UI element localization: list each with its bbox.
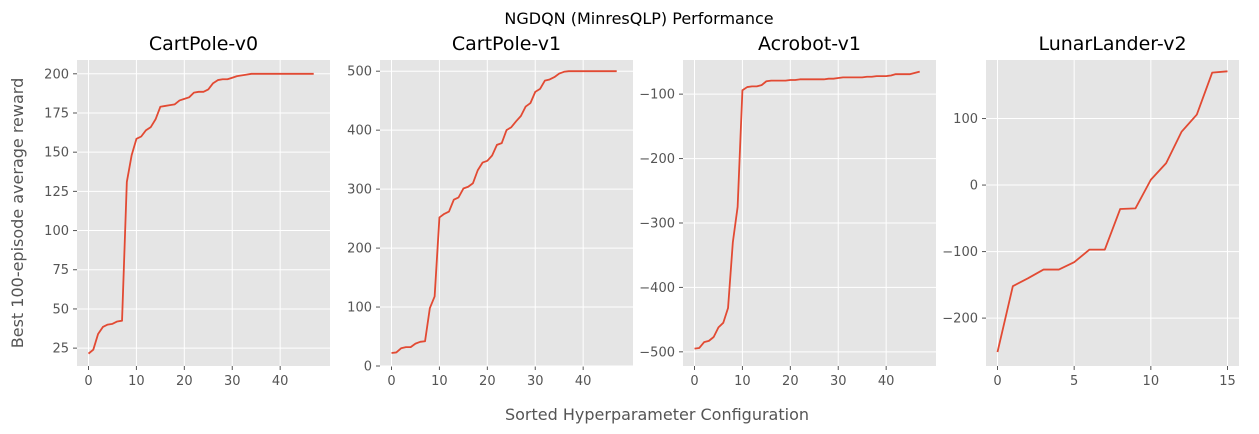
series-line: [87, 72, 314, 355]
subplot-title: LunarLander-v2: [1038, 33, 1186, 55]
y-tick-label: 25: [52, 342, 69, 357]
x-tick-label: 40: [272, 374, 289, 389]
x-tick-label: 5: [1070, 374, 1078, 389]
plot-area: [986, 60, 1239, 366]
y-tick-label: 0: [970, 179, 978, 194]
x-tick-label: 30: [830, 374, 847, 389]
figure-suptitle: NGDQN (MinresQLP) Performance: [504, 9, 773, 28]
y-tick-label: 100: [953, 112, 978, 127]
y-tick-label: 100: [347, 301, 372, 316]
y-tick-label: −200: [639, 152, 675, 167]
y-tick-label: 200: [347, 242, 372, 257]
series-line: [996, 70, 1228, 353]
subplot-title: Acrobot-v1: [758, 33, 861, 55]
x-tick-label: 15: [1219, 374, 1236, 389]
subplot-2: 0 10 20 30 40 −100 −200 −300 −400 −500 Acrobot-v1: [639, 33, 936, 389]
plot-area: [380, 60, 633, 366]
x-tick-label: 0: [993, 374, 1001, 389]
y-tick-label: 200: [44, 67, 69, 82]
y-tick-label: 75: [52, 263, 69, 278]
plot-area: [77, 60, 330, 366]
x-tick-label: 30: [527, 374, 544, 389]
x-tick-label: 10: [734, 374, 751, 389]
figure-ylabel: Best 100-episode average reward: [8, 78, 27, 348]
y-tick-label: 50: [52, 302, 69, 317]
x-tick-label: 10: [1143, 374, 1160, 389]
subplot-3: 0 5 10 15 100 0 −100 −200 LunarLander-v2: [942, 33, 1239, 389]
x-tick-label: 20: [176, 374, 193, 389]
y-tick-label: −400: [639, 281, 675, 296]
y-tick-label: −100: [639, 88, 675, 103]
y-tick-label: 300: [347, 183, 372, 198]
y-tick-label: −300: [639, 216, 675, 231]
plot-area: [683, 60, 936, 366]
x-tick-label: 0: [387, 374, 395, 389]
y-tick-label: −500: [639, 345, 675, 360]
x-tick-label: 30: [224, 374, 241, 389]
subplot-title: CartPole-v0: [149, 33, 258, 55]
x-tick-label: 40: [575, 374, 592, 389]
y-tick-label: −200: [942, 312, 978, 327]
series-line: [694, 70, 920, 350]
y-tick-label: 500: [347, 65, 372, 80]
y-tick-label: 125: [44, 185, 69, 200]
y-tick-label: 100: [44, 224, 69, 239]
figure-xlabel: Sorted Hyperparameter Configuration: [505, 405, 809, 424]
x-tick-label: 40: [878, 374, 895, 389]
series-line: [391, 70, 617, 354]
x-tick-label: 20: [479, 374, 496, 389]
x-tick-label: 10: [431, 374, 448, 389]
y-tick-label: −100: [942, 245, 978, 260]
x-tick-label: 0: [84, 374, 92, 389]
x-tick-label: 20: [782, 374, 799, 389]
subplot-panels: 0 10 20 30 40255075100125150175200CartPole-v…: [44, 33, 1239, 389]
x-tick-label: 0: [690, 374, 698, 389]
y-tick-label: 0: [364, 360, 372, 375]
x-tick-label: 10: [128, 374, 145, 389]
subplot-0: 0 10 20 30 40 25 50 75 100 125 150 175 200 CartPole-v…: [44, 33, 330, 389]
y-tick-label: 400: [347, 124, 372, 139]
y-tick-label: 150: [44, 146, 69, 161]
subplot-title: CartPole-v1: [452, 33, 561, 55]
y-tick-label: 175: [44, 106, 69, 121]
